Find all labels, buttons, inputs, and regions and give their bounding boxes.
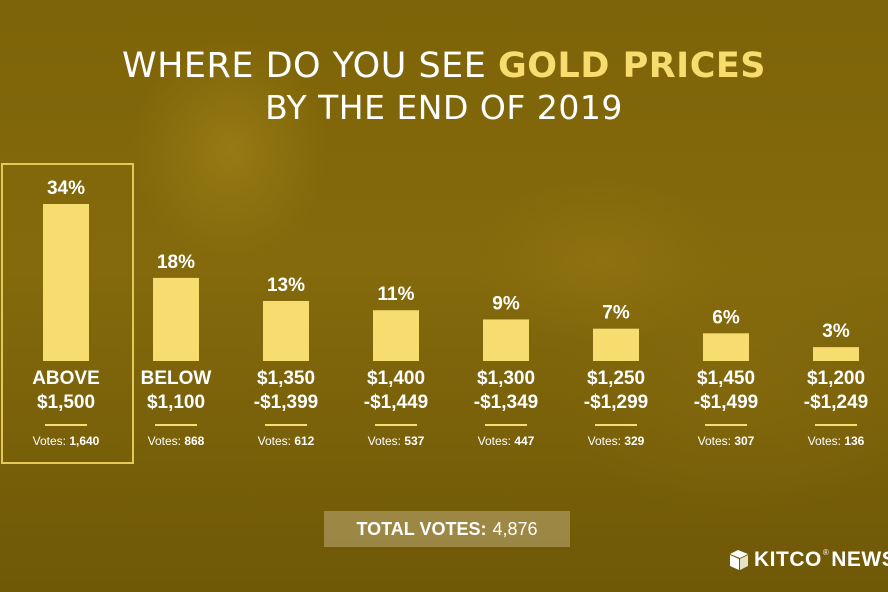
value-label: 6% [712, 307, 740, 328]
value-label: 3% [822, 321, 850, 342]
bar [373, 310, 419, 361]
logo-registered: ® [822, 548, 830, 557]
bar [593, 328, 639, 361]
category-label-line-2: -$1,499 [694, 392, 758, 413]
logo-suffix: NEWS [831, 548, 888, 571]
highlight-box [1, 163, 134, 464]
votes-value: 537 [404, 434, 424, 448]
value-label: 18% [157, 252, 195, 273]
category-label-line-2: -$1,299 [584, 392, 648, 413]
votes-value: 329 [624, 434, 644, 448]
category-label-line-1: $1,200 [807, 368, 865, 389]
kitco-cube-icon [730, 550, 748, 570]
bar [43, 204, 89, 361]
title-highlight: GOLD PRICES [498, 46, 766, 86]
value-label: 7% [602, 303, 630, 324]
votes-text: Votes: 136 [808, 434, 865, 448]
votes-text: Votes: 1,640 [33, 434, 100, 448]
bar [153, 277, 199, 361]
value-label: 9% [492, 293, 520, 314]
title-line-1: WHERE DO YOU SEE GOLD PRICES [0, 46, 888, 86]
total-votes-label: TOTAL VOTES: [356, 518, 487, 539]
votes-label: Votes: [33, 434, 70, 448]
bar [483, 319, 529, 361]
value-label: 34% [47, 178, 85, 199]
category-label-line-2: -$1,349 [474, 392, 538, 413]
category-label-line-1: $1,350 [257, 368, 315, 389]
votes-value: 868 [184, 434, 204, 448]
votes-label: Votes: [148, 434, 185, 448]
bar [263, 300, 309, 361]
votes-label: Votes: [478, 434, 515, 448]
category-label-line-2: $1,500 [37, 392, 95, 413]
total-votes-value: 4,876 [492, 518, 538, 539]
votes-value: 1,640 [69, 434, 99, 448]
bar [813, 347, 859, 361]
total-votes-box: TOTAL VOTES: 4,876 [324, 511, 570, 547]
votes-text: Votes: 307 [698, 434, 755, 448]
votes-text: Votes: 447 [478, 434, 535, 448]
votes-value: 136 [844, 434, 864, 448]
bar [703, 333, 749, 361]
kitco-news-logo: KITCO®NEWS [728, 548, 888, 572]
category-label-line-1: BELOW [141, 368, 212, 389]
title-prefix: WHERE DO YOU SEE [121, 46, 499, 86]
votes-text: Votes: 868 [148, 434, 205, 448]
logo-text: KITCO®NEWS [754, 548, 888, 572]
votes-value: 612 [294, 434, 314, 448]
category-label-line-1: $1,450 [697, 368, 755, 389]
category-label-line-1: $1,300 [477, 368, 535, 389]
votes-label: Votes: [368, 434, 405, 448]
category-label-line-2: -$1,249 [804, 392, 868, 413]
category-label-line-2: $1,100 [147, 392, 205, 413]
votes-text: Votes: 329 [588, 434, 645, 448]
votes-text: Votes: 612 [258, 434, 315, 448]
votes-label: Votes: [588, 434, 625, 448]
votes-text: Votes: 537 [368, 434, 425, 448]
value-label: 11% [378, 284, 415, 305]
votes-label: Votes: [808, 434, 845, 448]
votes-label: Votes: [698, 434, 735, 448]
logo-name: KITCO [754, 548, 822, 571]
category-label-line-1: $1,250 [587, 368, 645, 389]
category-label-line-2: -$1,449 [364, 392, 428, 413]
votes-label: Votes: [258, 434, 295, 448]
value-label: 13% [267, 275, 305, 296]
title-line-2: BY THE END OF 2019 [265, 88, 623, 127]
category-label-line-1: ABOVE [32, 368, 100, 389]
votes-value: 307 [734, 434, 754, 448]
category-label-line-2: -$1,399 [254, 392, 318, 413]
category-label-line-1: $1,400 [367, 368, 425, 389]
votes-value: 447 [514, 434, 534, 448]
